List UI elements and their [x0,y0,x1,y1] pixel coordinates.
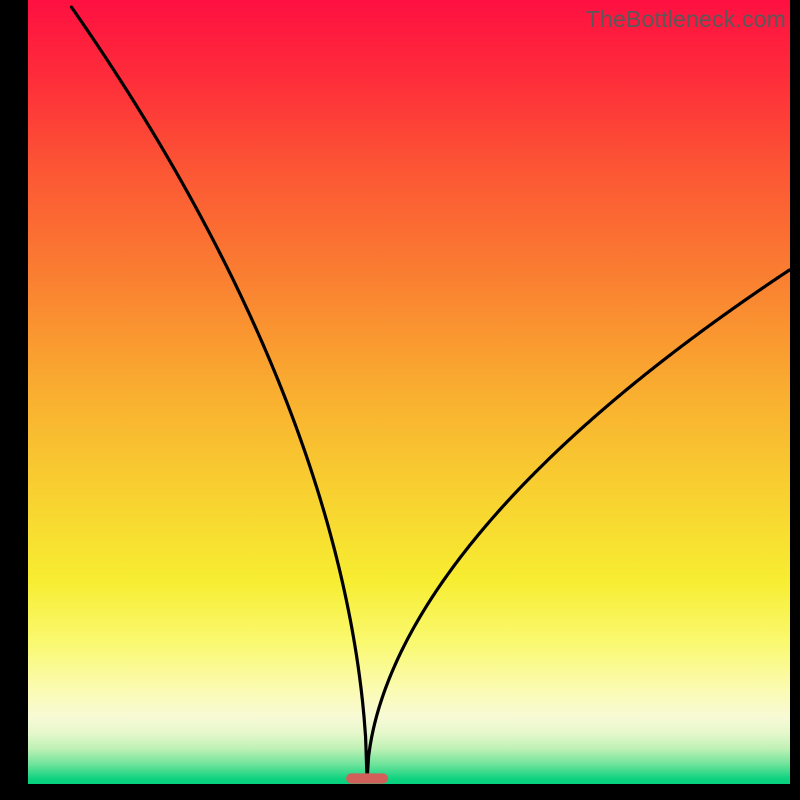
chart-canvas [0,0,800,800]
watermark-text: TheBottleneck.com [586,6,786,33]
bottleneck-chart: TheBottleneck.com [0,0,800,800]
optimum-marker [346,773,388,783]
